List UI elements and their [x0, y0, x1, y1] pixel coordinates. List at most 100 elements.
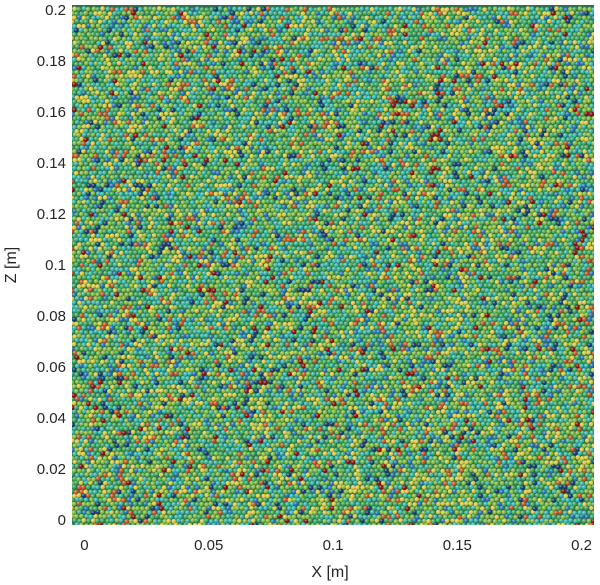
particle-shading — [537, 438, 542, 444]
particle-shading — [310, 456, 315, 461]
particle-shading — [428, 455, 434, 461]
particle-shading — [549, 468, 554, 474]
particle-shading — [315, 430, 321, 436]
particle-shading — [366, 446, 372, 452]
particle-shading — [243, 447, 249, 452]
particle-shading — [301, 514, 306, 520]
particle-shading — [374, 493, 380, 498]
particle-shading — [83, 506, 89, 511]
particle-shading — [508, 514, 514, 520]
particle-shading — [301, 472, 307, 478]
particle-shading — [294, 442, 300, 448]
particle-shading — [106, 513, 112, 519]
particle-shading — [107, 430, 113, 436]
particle-shading — [199, 518, 205, 524]
particle-shading — [414, 522, 420, 525]
particle-shading — [390, 481, 396, 486]
particle-shading — [218, 476, 223, 482]
particle-shading — [502, 435, 507, 440]
particle-shading — [268, 514, 273, 520]
particle-shading — [173, 430, 179, 435]
particle-shading — [195, 476, 200, 482]
particle-shading — [128, 518, 134, 524]
particle-shading — [355, 493, 361, 499]
particle-shading — [567, 468, 573, 474]
particle-shading — [312, 502, 318, 507]
particle-shading — [138, 518, 143, 524]
particle-shading — [402, 434, 407, 440]
particle-shading — [534, 518, 540, 524]
particle-shading — [369, 460, 375, 465]
particle-shading — [343, 472, 348, 478]
particle-shading — [97, 489, 103, 495]
particle-shading — [463, 518, 469, 524]
particle-shading — [414, 514, 420, 520]
particle-shading — [383, 493, 389, 499]
particle-shading — [589, 438, 594, 443]
particle-shading — [199, 493, 204, 499]
particle-shading — [556, 514, 562, 520]
particle-shading — [567, 443, 573, 448]
particle-shading — [232, 434, 238, 440]
particle-shading — [496, 509, 502, 515]
particle-shading — [412, 517, 417, 523]
particle-shading — [301, 522, 306, 525]
particle-shading — [445, 451, 451, 457]
particle-shading — [93, 447, 99, 453]
particle-shading — [208, 501, 214, 507]
particle-shading — [511, 501, 516, 507]
particle-shading — [350, 442, 355, 448]
particle-shading — [383, 435, 389, 440]
particle-shading — [140, 489, 145, 494]
particle-shading — [250, 518, 256, 523]
particle-shading — [282, 497, 288, 503]
particle-shading — [588, 472, 594, 478]
particle-shading — [72, 451, 78, 457]
particle-shading — [529, 492, 535, 498]
particle-shading — [80, 451, 86, 457]
particle-shading — [445, 493, 451, 499]
particle-shading — [466, 514, 472, 519]
particle-shading — [338, 514, 344, 519]
particle-shading — [504, 472, 509, 478]
particle-shading — [275, 510, 281, 515]
particle-shading — [333, 447, 339, 453]
particle-shading — [466, 506, 472, 511]
particle-shading — [86, 518, 92, 524]
particle-shading — [539, 493, 544, 499]
particle-shading — [518, 522, 524, 525]
particle-shading — [157, 468, 162, 474]
particle-shading — [403, 518, 408, 523]
particle-shading — [78, 446, 84, 452]
particle-shading — [510, 476, 516, 482]
particle-shading — [222, 434, 228, 440]
particle-shading — [381, 456, 387, 461]
particle-shading — [76, 509, 82, 515]
particle-shading — [274, 493, 280, 499]
particle-shading — [169, 430, 175, 436]
particle-shading — [119, 451, 124, 457]
particle-shading — [171, 485, 177, 491]
particle-shading — [400, 463, 405, 469]
particle-shading — [197, 489, 203, 494]
particle-shading — [128, 501, 133, 507]
particle-shading — [286, 447, 292, 453]
particle-shading — [530, 502, 535, 507]
particle-shading — [143, 501, 149, 507]
particle-shading — [386, 505, 392, 511]
particle-shading — [187, 472, 193, 478]
particle-shading — [277, 455, 283, 461]
particle-shading — [417, 518, 422, 524]
particle-shading — [484, 455, 490, 461]
particle-shading — [587, 501, 592, 507]
particle-shading — [565, 472, 570, 478]
particle-shading — [166, 467, 172, 473]
particle-shading — [150, 464, 156, 470]
particle-shading — [189, 451, 195, 457]
particle-shading — [164, 472, 170, 478]
particle-shading — [347, 464, 353, 470]
particle-shading — [158, 439, 164, 445]
particle-shading — [128, 510, 133, 516]
particle-shading — [289, 493, 295, 499]
particle-shading — [178, 498, 184, 503]
